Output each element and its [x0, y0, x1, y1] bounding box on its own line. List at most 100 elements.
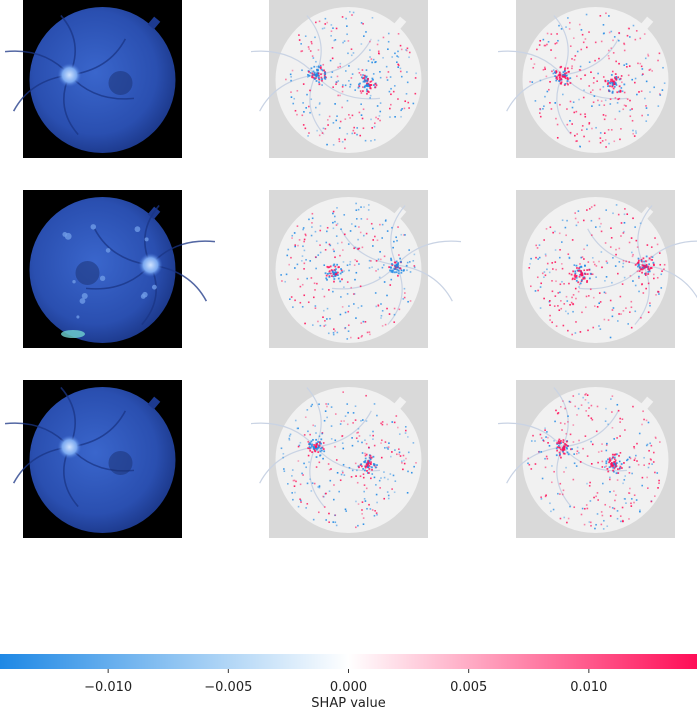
shap-hotspot	[586, 280, 589, 282]
shap-speckle	[325, 403, 327, 405]
shap-speckle	[367, 209, 370, 211]
shap-speckle	[330, 24, 333, 26]
shap-speckle	[372, 434, 374, 437]
shap-speckle	[382, 36, 385, 39]
shap-hotspot	[564, 70, 566, 73]
shap-speckle	[599, 301, 602, 303]
shap-speckle	[315, 466, 318, 468]
shap-speckle	[290, 79, 292, 82]
shap-speckle	[605, 444, 608, 446]
shap-speckle	[628, 466, 631, 468]
shap-speckle	[658, 482, 660, 484]
shap-speckle	[577, 407, 580, 410]
shap-hotspot	[367, 77, 369, 80]
shap-speckle	[542, 440, 545, 442]
shap-speckle	[318, 461, 321, 464]
shap-speckle	[403, 296, 406, 299]
shap-speckle	[352, 422, 354, 424]
shap-speckle	[554, 57, 557, 59]
retina-outline	[522, 7, 669, 153]
shap-speckle	[619, 295, 622, 298]
shap-speckle	[611, 507, 614, 509]
shap-speckle	[605, 407, 607, 410]
shap-speckle	[302, 245, 304, 248]
shap-speckle	[414, 77, 417, 79]
shap-hotspot	[610, 78, 612, 81]
shap-speckle	[593, 263, 596, 266]
shap-speckle	[378, 479, 381, 482]
shap-speckle	[350, 336, 352, 339]
shap-speckle	[379, 102, 382, 104]
shap-speckle	[282, 456, 284, 459]
shap-speckle	[548, 271, 551, 274]
shap-hotspot	[308, 74, 311, 77]
shap-speckle	[651, 256, 654, 258]
shap-hotspot	[614, 73, 617, 75]
shap-speckle	[390, 455, 392, 458]
shap-speckle	[290, 96, 293, 98]
shap-speckle	[376, 239, 379, 242]
shap-hotspot	[312, 438, 314, 441]
shap-speckle	[528, 267, 531, 269]
shap-speckle	[615, 204, 618, 206]
shap-speckle	[564, 444, 566, 446]
shap-speckle	[328, 521, 330, 523]
shap-speckle	[354, 89, 357, 91]
shap-speckle	[569, 303, 571, 306]
shap-speckle	[587, 261, 590, 263]
shap-speckle	[564, 407, 566, 410]
shap-speckle	[375, 116, 377, 119]
shap-hotspot	[318, 83, 321, 86]
shap-speckle	[649, 304, 651, 307]
shap-hotspot	[332, 272, 335, 274]
shap-speckle	[550, 49, 552, 51]
shap-speckle	[355, 500, 357, 503]
shap-speckle	[403, 287, 406, 290]
shap-speckle	[558, 256, 561, 259]
shap-speckle	[399, 67, 402, 70]
shap-speckle	[324, 127, 327, 130]
shap-speckle	[403, 107, 406, 110]
shap-speckle	[353, 132, 356, 134]
shap-speckle	[396, 61, 398, 64]
shap-hotspot	[612, 466, 615, 469]
shap-speckle	[406, 81, 409, 84]
shap-speckle	[365, 394, 367, 397]
shap-speckle	[569, 120, 571, 122]
shap-hotspot	[616, 468, 619, 471]
shap-hotspot	[575, 264, 578, 267]
shap-hotspot	[333, 268, 336, 271]
shap-hotspot	[563, 73, 566, 76]
shap-hotspot	[399, 257, 402, 260]
shap-speckle	[299, 441, 302, 444]
shap-speckle	[600, 523, 603, 526]
shap-hotspot	[559, 441, 561, 444]
shap-speckle	[542, 68, 545, 71]
shap-hotspot	[618, 454, 620, 457]
shap-speckle	[325, 519, 327, 521]
shap-speckle	[340, 228, 342, 230]
shap-speckle	[559, 283, 562, 286]
shap-speckle	[364, 500, 367, 502]
shap-speckle	[616, 102, 619, 104]
shap-hotspot	[364, 84, 367, 87]
shap-hotspot	[325, 274, 328, 277]
shap-speckle	[316, 129, 318, 132]
shap-hotspot	[644, 272, 647, 275]
shap-hotspot	[607, 79, 609, 82]
shap-speckle	[566, 219, 568, 222]
shap-speckle	[629, 311, 631, 313]
shap-hotspot	[560, 442, 562, 444]
shap-speckle	[347, 411, 349, 414]
shap-hotspot	[638, 270, 641, 273]
shap-speckle	[578, 439, 580, 442]
shap-hotspot	[651, 259, 653, 261]
shap-hotspot	[560, 77, 563, 80]
shap-speckle	[360, 336, 363, 338]
shap-speckle	[323, 309, 325, 312]
shap-speckle	[299, 483, 302, 486]
shap-speckle	[604, 139, 607, 141]
shap-speckle	[616, 517, 619, 520]
shap-speckle	[336, 242, 339, 245]
shap-speckle	[304, 322, 306, 325]
